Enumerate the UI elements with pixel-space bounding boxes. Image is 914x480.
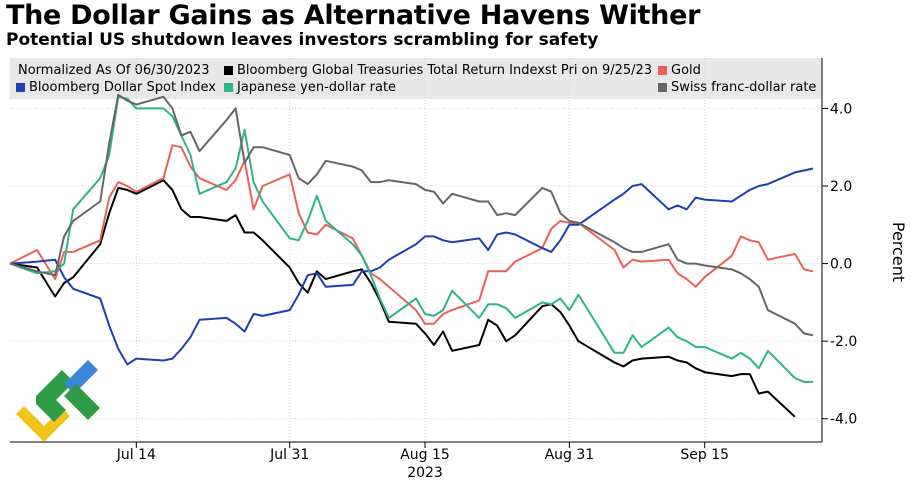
y-tick-label: -4.0 [830, 412, 857, 428]
legend-item-yen: Japanese yen-dollar rate [224, 80, 396, 95]
legend-swatch-gold [658, 66, 667, 75]
x-tick-label: Aug 15 [400, 447, 450, 463]
legend-normalization-note: Normalized As Of 06/30/2023 [18, 63, 210, 78]
legend-label-treasuries: Bloomberg Global Treasuries Total Return… [237, 63, 653, 78]
series-line-dollar-index [9, 167, 814, 366]
legend-swatch-dollar-index [16, 83, 25, 92]
legend-swatch-yen [224, 83, 233, 92]
x-tick-label: Jul 31 [269, 447, 309, 463]
legend-item-swiss-franc: Swiss franc-dollar rate [658, 80, 816, 95]
x-tick-label: Aug 31 [545, 447, 595, 463]
y-axis-label: Percent [889, 222, 908, 282]
x-year-label: 2023 [407, 465, 443, 480]
y-tick-label: 2.0 [830, 179, 852, 195]
y-tick-label: 4.0 [830, 101, 852, 117]
x-tick-label: Jul 14 [116, 447, 156, 463]
legend-swatch-treasuries [224, 66, 233, 75]
legend-label-yen: Japanese yen-dollar rate [237, 80, 397, 95]
series-line-yen [9, 95, 813, 383]
legend-item-gold: Gold [658, 63, 701, 78]
legend-item-dollar-index: Bloomberg Dollar Spot Index [16, 80, 216, 95]
legend-label-gold: Gold [671, 63, 701, 78]
y-tick-label: -2.0 [830, 334, 857, 350]
legend-item-treasuries: Bloomberg Global Treasuries Total Return… [224, 63, 652, 78]
chart-title: The Dollar Gains as Alternative Havens W… [6, 0, 701, 31]
y-tick-label: 0.0 [830, 257, 852, 273]
series-line-gold [9, 144, 814, 325]
series-line-treasuries [9, 179, 796, 418]
chart-subtitle: Potential US shutdown leaves investors s… [6, 30, 599, 50]
legend-swatch-swiss-franc [658, 83, 667, 92]
brand-logo [16, 360, 100, 442]
legend: Normalized As Of 06/30/2023 Bloomberg Gl… [10, 58, 822, 99]
legend-label-swiss-franc: Swiss franc-dollar rate [671, 80, 817, 95]
legend-label-dollar-index: Bloomberg Dollar Spot Index [29, 80, 216, 95]
series-line-swiss-franc [9, 93, 814, 337]
x-tick-label: Sep 15 [680, 447, 729, 463]
